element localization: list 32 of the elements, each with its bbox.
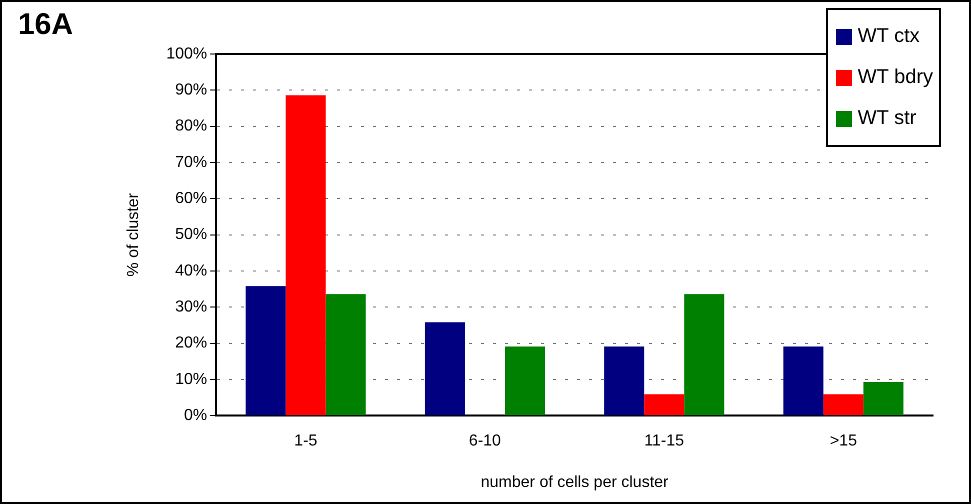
x-tick-label: 1-5 bbox=[294, 432, 318, 450]
x-tick-label: 6-10 bbox=[468, 432, 502, 450]
legend-label: WT ctx bbox=[858, 25, 920, 48]
y-tick-label: 90% bbox=[175, 82, 208, 99]
x-axis-title: number of cells per cluster bbox=[480, 474, 670, 491]
legend-label: WT str bbox=[858, 107, 916, 130]
y-tick-label: 50% bbox=[175, 226, 208, 244]
bar bbox=[644, 394, 684, 416]
y-tick-label: 30% bbox=[175, 298, 208, 316]
chart-title: 16A bbox=[18, 8, 74, 42]
bar bbox=[286, 95, 326, 416]
legend-label: WT bdry bbox=[858, 66, 933, 89]
y-tick-label: 10% bbox=[175, 370, 208, 388]
y-tick-label: 20% bbox=[175, 334, 208, 352]
y-axis-title: % of cluster bbox=[125, 192, 142, 277]
bar bbox=[863, 382, 904, 416]
x-tick-label: >15 bbox=[830, 432, 858, 450]
bar bbox=[424, 322, 465, 416]
y-tick-label: 0% bbox=[184, 407, 208, 424]
y-tick-label: 40% bbox=[175, 262, 208, 280]
bar bbox=[783, 346, 824, 416]
bar bbox=[504, 346, 545, 416]
y-tick-label: 80% bbox=[175, 118, 208, 135]
bar bbox=[246, 286, 286, 416]
bar bbox=[604, 346, 644, 416]
y-tick-label: 100% bbox=[166, 45, 208, 62]
bar bbox=[823, 394, 864, 416]
y-tick-label: 60% bbox=[175, 190, 208, 208]
y-tick-label: 70% bbox=[175, 154, 208, 171]
bar bbox=[326, 294, 366, 416]
x-tick-label: 11-15 bbox=[644, 432, 684, 450]
bar bbox=[684, 294, 724, 416]
